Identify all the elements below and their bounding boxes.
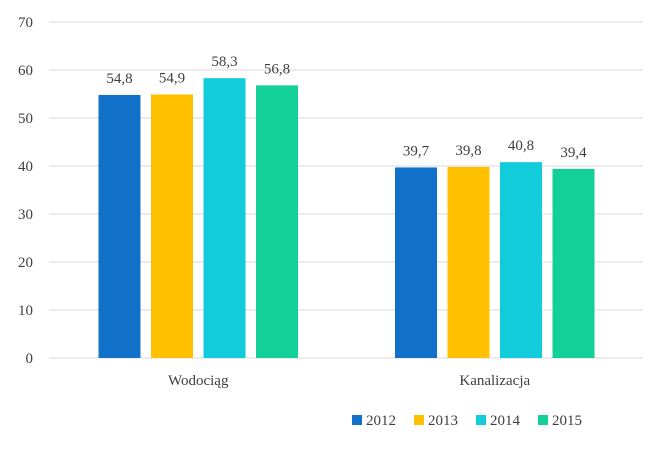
data-labels: 54,8 54,9 58,3 56,8 39,7 39,8 40,8 39,4 (106, 54, 587, 161)
legend-swatch (414, 415, 424, 425)
legend: 2012 2013 2014 2015 (352, 413, 582, 429)
y-tick-label: 50 (18, 111, 33, 127)
y-tick-label: 40 (18, 159, 33, 175)
legend-swatch (538, 415, 548, 425)
grid-lines (50, 21, 643, 359)
y-tick-label: 70 (18, 15, 33, 31)
bar-2013-kanalizacja (447, 166, 490, 358)
legend-label: 2013 (428, 413, 458, 429)
y-tick-label: 10 (18, 303, 33, 319)
data-label: 58,3 (211, 54, 237, 70)
category-labels: Wodociąg Kanalizacja (168, 373, 530, 389)
data-label: 39,7 (403, 143, 430, 159)
y-tick-label: 30 (18, 207, 33, 223)
y-axis-ticks: 0 10 20 30 40 50 60 70 (18, 15, 33, 367)
category-label: Kanalizacja (459, 373, 530, 389)
data-label: 39,8 (455, 143, 481, 159)
data-label: 54,8 (106, 71, 132, 87)
bar-2012-wodociag (98, 94, 141, 359)
bar-2014-wodociag (203, 78, 246, 358)
y-tick-label: 0 (26, 351, 34, 367)
legend-swatch (352, 415, 362, 425)
legend-label: 2012 (366, 413, 396, 429)
data-label: 40,8 (508, 138, 534, 154)
legend-label: 2014 (490, 413, 521, 429)
data-label: 56,8 (264, 61, 290, 77)
y-tick-label: 20 (18, 255, 33, 271)
data-label: 54,9 (159, 70, 185, 86)
bar-2015-kanalizacja (552, 168, 595, 358)
legend-label: 2015 (552, 413, 582, 429)
y-tick-label: 60 (18, 63, 33, 79)
bars (98, 78, 595, 359)
bar-2012-kanalizacja (395, 167, 437, 358)
category-label: Wodociąg (168, 373, 229, 389)
legend-swatch (476, 415, 486, 425)
bar-2015-wodociag (256, 85, 298, 359)
bar-2013-wodociag (151, 94, 193, 358)
bar-2014-kanalizacja (500, 162, 542, 358)
data-label: 39,4 (560, 145, 587, 161)
